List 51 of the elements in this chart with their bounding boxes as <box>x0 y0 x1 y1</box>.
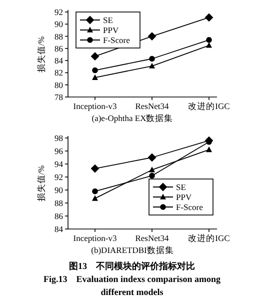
y-tick-label: 86 <box>54 211 63 221</box>
point <box>92 74 98 80</box>
x-tick-label: ResNet34 <box>135 101 170 111</box>
x-tick-label: 改进的IGC <box>188 101 230 111</box>
text: (a)e-Ophtha EX数据集 <box>92 113 174 123</box>
x-tick-label: ResNet34 <box>135 233 170 243</box>
point <box>149 56 155 62</box>
legend-label: PPV <box>176 192 192 202</box>
y-tick-label: 84 <box>54 56 64 66</box>
point <box>206 42 212 48</box>
y-tick-label: 78 <box>54 92 63 102</box>
point <box>149 166 155 172</box>
y-tick-label: 96 <box>54 146 63 156</box>
y-axis-title: 损失值/% <box>36 165 46 202</box>
point <box>92 67 98 74</box>
point <box>90 52 100 61</box>
y-tick-label: 98 <box>54 133 63 143</box>
y-tick-label: 92 <box>54 7 63 17</box>
y-tick-label: 82 <box>54 68 63 78</box>
point <box>206 146 212 152</box>
y-tick-label: 92 <box>54 172 63 182</box>
point <box>148 32 156 40</box>
point <box>206 37 212 43</box>
point <box>149 62 155 68</box>
y-tick-label: 80 <box>54 80 63 90</box>
x-tick-label: Inception-v3 <box>73 101 117 111</box>
y-tick-label: 94 <box>54 159 64 169</box>
legend-label: SE <box>176 182 186 192</box>
y-tick-label: 90 <box>54 19 63 30</box>
caption: Fig.13 Evaluation indexs comparison among <box>43 274 222 284</box>
text: (b)DIARETDBI数据集 <box>91 245 174 255</box>
text: different models <box>100 287 164 297</box>
y-axis-title: 损失值/% <box>36 36 46 73</box>
point <box>90 164 100 173</box>
y-tick-label: 88 <box>54 31 63 42</box>
x-tick-label: Inception-v3 <box>73 233 117 243</box>
point <box>149 172 155 179</box>
x-tick-label: 改进的IGC <box>188 233 230 243</box>
y-tick-label: 90 <box>54 185 63 195</box>
point <box>204 13 214 22</box>
legend-label: F-Score <box>176 202 204 212</box>
y-tick-label: 86 <box>54 43 63 54</box>
y-tick-label: 88 <box>54 198 63 208</box>
point <box>92 188 98 194</box>
point <box>92 195 98 201</box>
point <box>148 153 156 162</box>
caption: 图13 不同模块的评价指标对比 <box>69 261 195 271</box>
legend-label: PPV <box>103 25 120 35</box>
legend-label: F-Score <box>103 35 130 45</box>
legend-label: SE <box>103 15 113 25</box>
y-tick-label: 84 <box>54 224 64 234</box>
